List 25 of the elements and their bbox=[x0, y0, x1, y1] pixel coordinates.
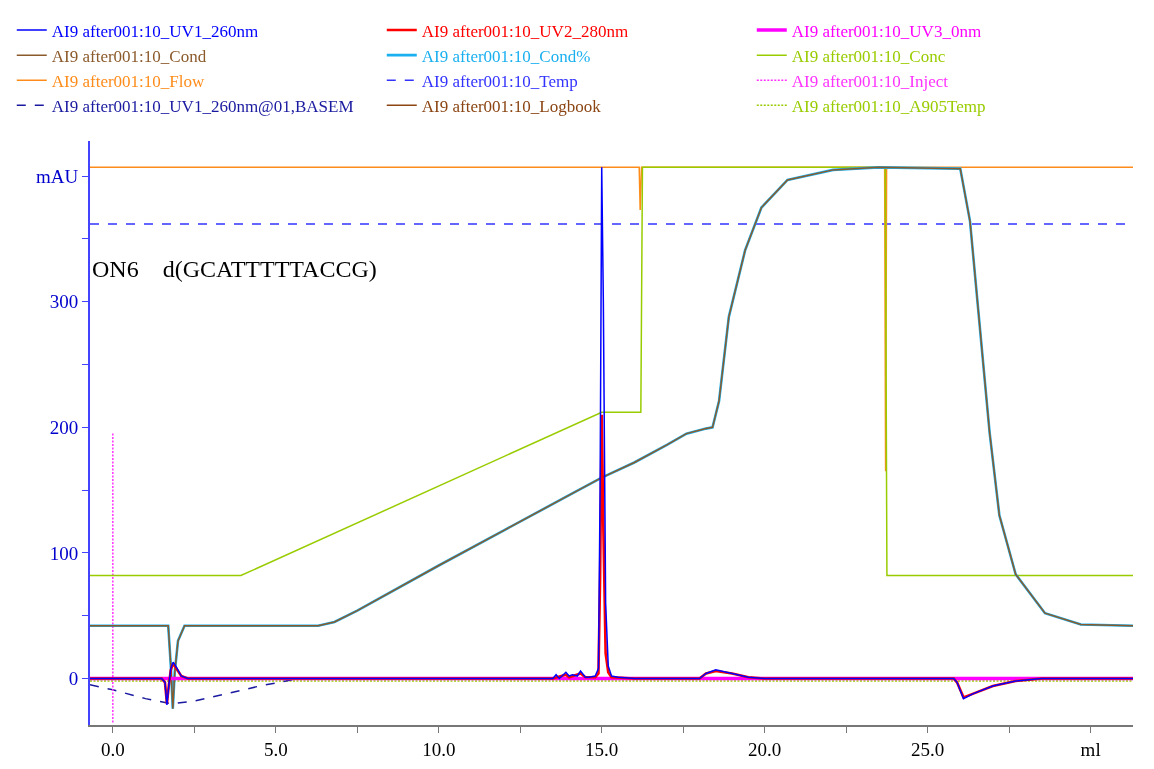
x-tick-label: 25.0 bbox=[911, 738, 945, 760]
legend-label: AI9 after001:10_Conc bbox=[791, 46, 946, 66]
x-tick-label: 10.0 bbox=[422, 738, 456, 760]
y-tick-label: 100 bbox=[49, 542, 79, 564]
legend-label: AI9 after001:10_UV3_0nm bbox=[791, 21, 982, 41]
legend-label: AI9 after001:10_A905Temp bbox=[791, 96, 986, 116]
legend-label: AI9 after001:10_Cond bbox=[51, 46, 207, 66]
legend-label: AI9 after001:10_Inject bbox=[791, 71, 949, 91]
x-tick-label: ml bbox=[1080, 738, 1101, 760]
y-tick-label: mAU bbox=[35, 165, 79, 187]
y-tick-label: 0 bbox=[68, 668, 79, 690]
x-tick-label: 15.0 bbox=[585, 738, 619, 760]
legend-label: AI9 after001:10_Logbook bbox=[421, 96, 602, 116]
legend-label: AI9 after001:10_Temp bbox=[421, 71, 578, 91]
legend-label: AI9 after001:10_UV1_260nm bbox=[51, 21, 259, 41]
legend-label: AI9 after001:10_Cond% bbox=[421, 46, 591, 66]
y-tick-label: 300 bbox=[49, 291, 79, 313]
annotation: ON6 d(GCATTTTTACCG) bbox=[92, 256, 377, 282]
y-tick-label: 200 bbox=[49, 417, 79, 438]
legend-label: AI9 after001:10_UV2_280nm bbox=[421, 21, 629, 41]
legend-label: AI9 after001:10_UV1_260nm@01,BASEM bbox=[51, 96, 354, 116]
legend-label: AI9 after001:10_Flow bbox=[51, 71, 205, 91]
x-tick-label: 20.0 bbox=[748, 738, 782, 760]
x-tick-label: 0.0 bbox=[100, 738, 125, 760]
x-tick-label: 5.0 bbox=[263, 738, 288, 760]
